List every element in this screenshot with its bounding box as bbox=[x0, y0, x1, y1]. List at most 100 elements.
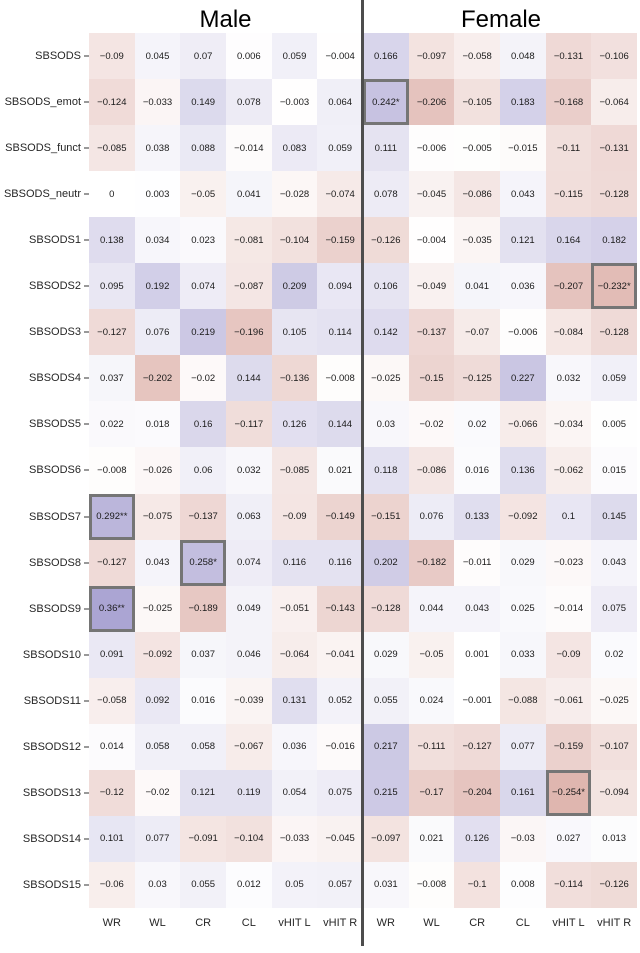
heatmap-cell: 0.083 bbox=[271, 125, 318, 172]
heatmap-cell: 0.136 bbox=[500, 447, 546, 494]
heatmap-cell: 0.111 bbox=[363, 125, 409, 172]
heatmap-cell: 0.095 bbox=[89, 263, 135, 310]
heatmap-cell: −0.085 bbox=[271, 447, 318, 494]
row-label: SBSODS6 bbox=[29, 464, 81, 477]
heatmap-cell: −0.151 bbox=[363, 493, 409, 540]
heatmap-cell: 0.018 bbox=[134, 401, 181, 448]
col-label: WL bbox=[149, 917, 166, 929]
heatmap-cell: −0.045 bbox=[408, 171, 455, 218]
heatmap-cell: 0.215 bbox=[363, 769, 409, 816]
heatmap-cell: −0.168 bbox=[545, 79, 592, 126]
heatmap-cell: −0.008 bbox=[408, 861, 455, 908]
row-label: SBSODS15 bbox=[22, 878, 81, 891]
col-label: WR bbox=[102, 917, 121, 929]
heatmap-cell: −0.016 bbox=[317, 723, 363, 770]
heatmap-cell: 0.032 bbox=[545, 355, 592, 402]
heatmap-cell: −0.137 bbox=[180, 493, 226, 540]
row-label: SBSODS12 bbox=[22, 740, 81, 753]
col-label: CL bbox=[241, 917, 256, 929]
heatmap-cell: −0.17 bbox=[408, 769, 455, 816]
heatmap-cell: −0.128 bbox=[363, 585, 409, 632]
panel-title-female: Female bbox=[460, 6, 542, 33]
heatmap-cell: −0.15 bbox=[408, 355, 455, 402]
heatmap-cell: 0.015 bbox=[591, 447, 637, 494]
heatmap-cell: −0.159 bbox=[545, 723, 592, 770]
heatmap-cell: 0.049 bbox=[226, 585, 272, 632]
col-axis-labels: WR WL CR CL vHIT L vHIT R WR WL CR CL vHIT L vHIT R bbox=[89, 908, 637, 940]
heatmap-cell: −0.015 bbox=[500, 125, 546, 172]
panel-title-male: Male bbox=[199, 6, 252, 33]
heatmap-cell: 0.025 bbox=[500, 585, 546, 632]
heatmap-cell: 0.054 bbox=[271, 769, 318, 816]
heatmap-cell: −0.126 bbox=[591, 861, 637, 908]
heatmap-cell: 0.166 bbox=[363, 33, 409, 80]
heatmap-cell: 0.126 bbox=[454, 815, 500, 862]
heatmap-cell: 0.077 bbox=[134, 815, 181, 862]
heatmap-cell: 0.36** bbox=[89, 585, 135, 632]
heatmap-cell: −0.088 bbox=[500, 677, 546, 724]
heatmap-cell: 0.209 bbox=[271, 263, 318, 310]
heatmap-cell: −0.196 bbox=[226, 309, 272, 356]
heatmap-cell: −0.189 bbox=[180, 585, 226, 632]
heatmap-cell: 0.076 bbox=[134, 309, 181, 356]
heatmap-cell: −0.001 bbox=[454, 677, 500, 724]
heatmap-cell: −0.092 bbox=[134, 631, 181, 678]
heatmap-cell: −0.087 bbox=[226, 263, 272, 310]
heatmap-cell: 0.045 bbox=[134, 33, 181, 80]
heatmap-cell: −0.06 bbox=[89, 861, 135, 908]
heatmap-cell: −0.232* bbox=[591, 263, 637, 310]
heatmap-cell: 0.059 bbox=[271, 33, 318, 80]
heatmap-cell: −0.025 bbox=[363, 355, 409, 402]
heatmap-cell: 0.024 bbox=[408, 677, 455, 724]
heatmap-cell: 0.055 bbox=[180, 861, 226, 908]
heatmap-cell: −0.045 bbox=[317, 815, 363, 862]
heatmap-cell: 0.063 bbox=[226, 493, 272, 540]
row-label: SBSODS bbox=[35, 50, 81, 63]
col-label: WR bbox=[376, 917, 395, 929]
heatmap-cell: 0.036 bbox=[500, 263, 546, 310]
heatmap-cell: 0.021 bbox=[408, 815, 455, 862]
heatmap-cell: −0.09 bbox=[89, 33, 135, 80]
heatmap-cell: −0.03 bbox=[500, 815, 546, 862]
heatmap-cell: 0.023 bbox=[180, 217, 226, 264]
heatmap-cell: −0.206 bbox=[408, 79, 455, 126]
col-label: CR bbox=[469, 917, 486, 929]
heatmap-cell: −0.025 bbox=[591, 677, 637, 724]
col-label: vHIT L bbox=[278, 917, 311, 929]
heatmap-cell: 0.037 bbox=[89, 355, 135, 402]
heatmap-cell: −0.09 bbox=[271, 493, 318, 540]
heatmap-cell: 0.057 bbox=[317, 861, 363, 908]
heatmap-cell: −0.106 bbox=[591, 33, 637, 80]
heatmap-cell: 0.012 bbox=[226, 861, 272, 908]
heatmap-cell: −0.124 bbox=[89, 79, 135, 126]
heatmap-cell: −0.02 bbox=[134, 769, 181, 816]
heatmap-cell: −0.067 bbox=[226, 723, 272, 770]
heatmap-cell: 0.116 bbox=[271, 539, 318, 586]
heatmap-cell: 0.138 bbox=[89, 217, 135, 264]
heatmap-cell: 0.076 bbox=[408, 493, 455, 540]
heatmap-cell: 0.217 bbox=[363, 723, 409, 770]
heatmap-cell: 0.006 bbox=[226, 33, 272, 80]
col-label: CL bbox=[515, 917, 530, 929]
heatmap-cell: 0.078 bbox=[226, 79, 272, 126]
heatmap-cell: −0.062 bbox=[545, 447, 592, 494]
heatmap-cell: −0.064 bbox=[271, 631, 318, 678]
heatmap-cell: 0.048 bbox=[500, 33, 546, 80]
heatmap-cell: 0.016 bbox=[454, 447, 500, 494]
heatmap-cell: 0.041 bbox=[226, 171, 272, 218]
heatmap-cell: 0.02 bbox=[591, 631, 637, 678]
heatmap-cell: 0.055 bbox=[363, 677, 409, 724]
heatmap-cell: −0.035 bbox=[454, 217, 500, 264]
heatmap-cell: −0.131 bbox=[591, 125, 637, 172]
heatmap-cell: −0.09 bbox=[545, 631, 592, 678]
heatmap-cell: −0.127 bbox=[89, 309, 135, 356]
heatmap-cell: −0.014 bbox=[545, 585, 592, 632]
heatmap-cell: −0.114 bbox=[545, 861, 592, 908]
heatmap-cell: 0.114 bbox=[317, 309, 363, 356]
heatmap-cell: −0.075 bbox=[134, 493, 181, 540]
heatmap-cell: 0.03 bbox=[363, 401, 409, 448]
heatmap-cell: 0.121 bbox=[180, 769, 226, 816]
heatmap-cell: −0.034 bbox=[545, 401, 592, 448]
heatmap-cell: −0.05 bbox=[408, 631, 455, 678]
